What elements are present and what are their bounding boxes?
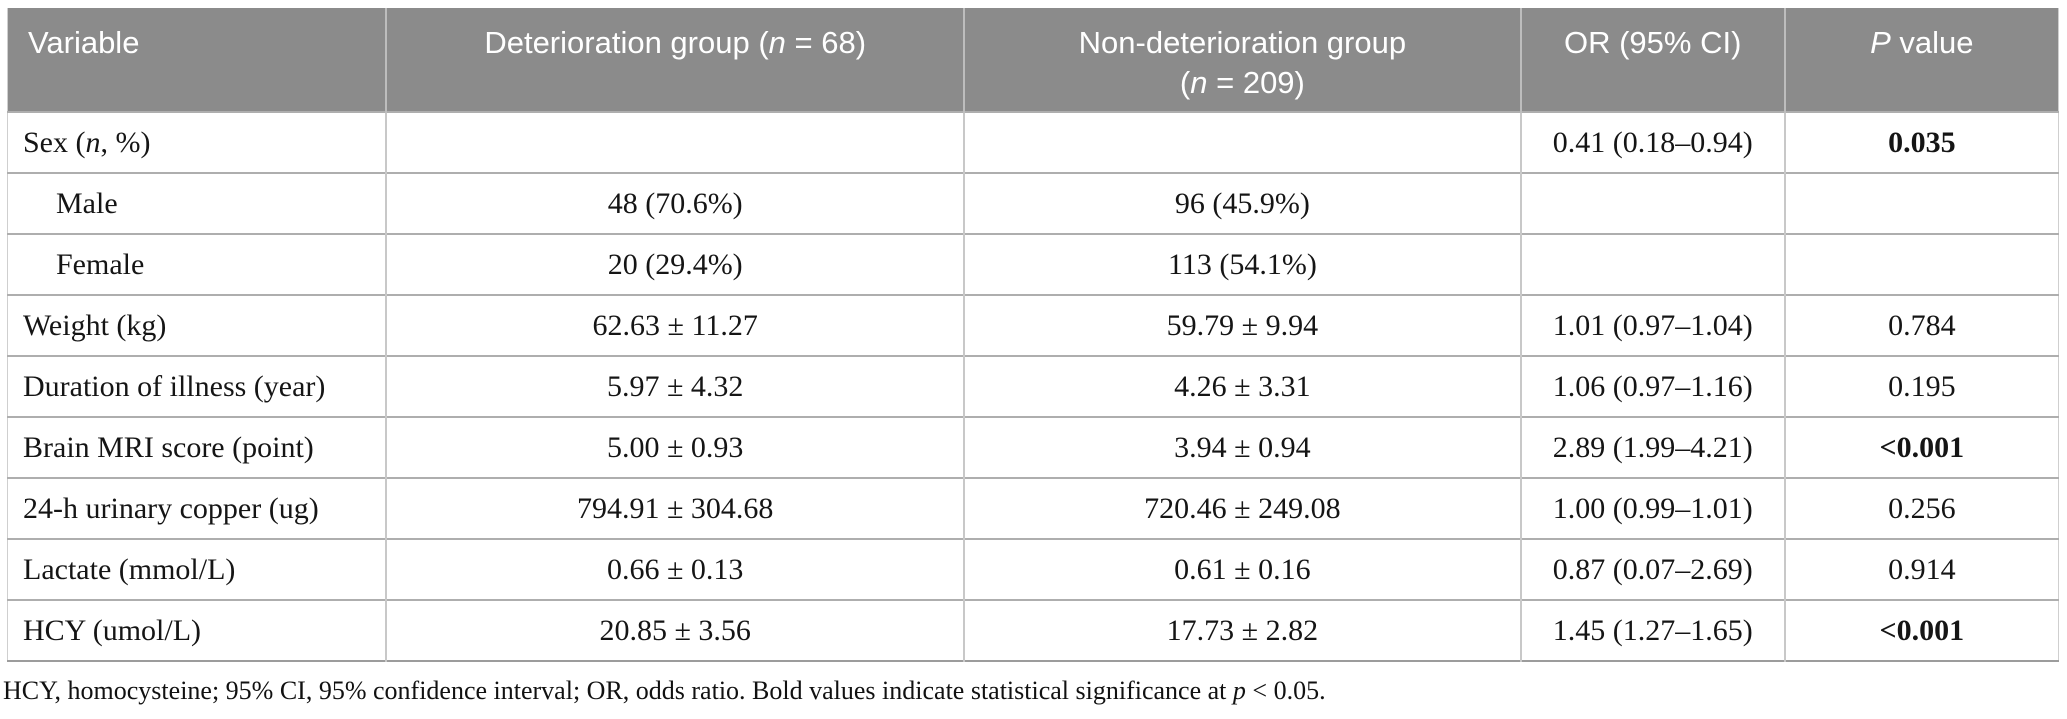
cell-non-deterioration-value: 0.61 ± 0.16 <box>963 538 1521 600</box>
cell-non-deterioration-value: 113 (54.1%) <box>963 233 1521 295</box>
cell-p-value: 0.914 <box>1783 538 2059 600</box>
col-header-or-ci: OR (95% CI) <box>1519 8 1785 112</box>
cell-p-value: 0.256 <box>1783 477 2059 539</box>
cell-or-ci-value: 0.87 (0.07–2.69) <box>1519 538 1785 600</box>
header-row: Variable Deterioration group (n = 68) No… <box>7 8 2059 112</box>
table-row: Brain MRI score (point) 5.00 ± 0.93 3.94 ±… <box>7 416 2059 478</box>
cell-deterioration-value: 5.97 ± 4.32 <box>385 355 965 417</box>
table-row: Duration of illness (year) 5.97 ± 4.32 4.2… <box>7 355 2059 417</box>
cell-non-deterioration-value: 17.73 ± 2.82 <box>963 599 1521 661</box>
table-row: HCY (umol/L) 20.85 ± 3.56 17.73 ± 2.82 1.45… <box>7 599 2059 661</box>
cell-deterioration-value: 20.85 ± 3.56 <box>385 599 965 661</box>
header-line-2: (n = 209) <box>1179 65 1305 101</box>
cell-deterioration-value: 62.63 ± 11.27 <box>385 294 965 356</box>
results-table: Variable Deterioration group (n = 68) No… <box>7 8 2059 662</box>
cell-non-deterioration-value: 720.46 ± 249.08 <box>963 477 1521 539</box>
cell-or-ci-value <box>1519 172 1785 234</box>
cell-variable: Lactate (mmol/L) <box>7 538 387 600</box>
cell-or-ci-value: 1.00 (0.99–1.01) <box>1519 477 1785 539</box>
cell-deterioration-value: 48 (70.6%) <box>385 172 965 234</box>
cell-p-value: 0.035 <box>1783 111 2059 173</box>
col-header-p-value: P value <box>1783 8 2059 112</box>
cell-variable: Male <box>7 172 387 234</box>
cell-variable: 24-h urinary copper (ug) <box>7 477 387 539</box>
cell-deterioration-value: 20 (29.4%) <box>385 233 965 295</box>
table-row: Weight (kg) 62.63 ± 11.27 59.79 ± 9.94 1.01… <box>7 294 2059 356</box>
cell-non-deterioration-value <box>963 111 1521 173</box>
cell-or-ci-value: 1.06 (0.97–1.16) <box>1519 355 1785 417</box>
cell-or-ci-value <box>1519 233 1785 295</box>
cell-p-value: 0.784 <box>1783 294 2059 356</box>
cell-p-value <box>1783 172 2059 234</box>
cell-p-value <box>1783 233 2059 295</box>
table-footnote: HCY, homocysteine; 95% CI, 95% confidenc… <box>3 676 1326 705</box>
table-row: Sex (n, %) 0.41 (0.18–0.94) 0.035 <box>7 111 2059 173</box>
table-header: Variable Deterioration group (n = 68) No… <box>7 8 2059 112</box>
cell-p-value: 0.195 <box>1783 355 2059 417</box>
cell-p-value: <0.001 <box>1783 416 2059 478</box>
cell-or-ci-value: 0.41 (0.18–0.94) <box>1519 111 1785 173</box>
cell-deterioration-value <box>385 111 965 173</box>
table-body: Sex (n, %) 0.41 (0.18–0.94) 0.035 Male 48 (7… <box>7 111 2059 661</box>
cell-non-deterioration-value: 59.79 ± 9.94 <box>963 294 1521 356</box>
cell-variable: Weight (kg) <box>7 294 387 356</box>
table-row: Male 48 (70.6%) 96 (45.9%) <box>7 172 2059 234</box>
cell-variable: Sex (n, %) <box>7 111 387 173</box>
cell-non-deterioration-value: 96 (45.9%) <box>963 172 1521 234</box>
table-row: Female 20 (29.4%) 113 (54.1%) <box>7 233 2059 295</box>
cell-or-ci-value: 2.89 (1.99–4.21) <box>1519 416 1785 478</box>
table-row: Lactate (mmol/L) 0.66 ± 0.13 0.61 ± 0.16 0.… <box>7 538 2059 600</box>
cell-or-ci-value: 1.01 (0.97–1.04) <box>1519 294 1785 356</box>
cell-deterioration-value: 0.66 ± 0.13 <box>385 538 965 600</box>
header-line-1: Non-deterioration group <box>1078 25 1407 60</box>
cell-variable: Duration of illness (year) <box>7 355 387 417</box>
cell-deterioration-value: 5.00 ± 0.93 <box>385 416 965 478</box>
cell-non-deterioration-value: 3.94 ± 0.94 <box>963 416 1521 478</box>
cell-p-value: <0.001 <box>1783 599 2059 661</box>
cell-variable: HCY (umol/L) <box>7 599 387 661</box>
cell-variable: Female <box>7 233 387 295</box>
col-header-variable: Variable <box>7 8 387 112</box>
col-header-deterioration-group: Deterioration group (n = 68) <box>385 8 965 112</box>
cell-non-deterioration-value: 4.26 ± 3.31 <box>963 355 1521 417</box>
cell-deterioration-value: 794.91 ± 304.68 <box>385 477 965 539</box>
cell-variable: Brain MRI score (point) <box>7 416 387 478</box>
col-header-non-deterioration-group: Non-deterioration group (n = 209) <box>963 8 1521 112</box>
cell-or-ci-value: 1.45 (1.27–1.65) <box>1519 599 1785 661</box>
table-row: 24-h urinary copper (ug) 794.91 ± 304.68 7… <box>7 477 2059 539</box>
